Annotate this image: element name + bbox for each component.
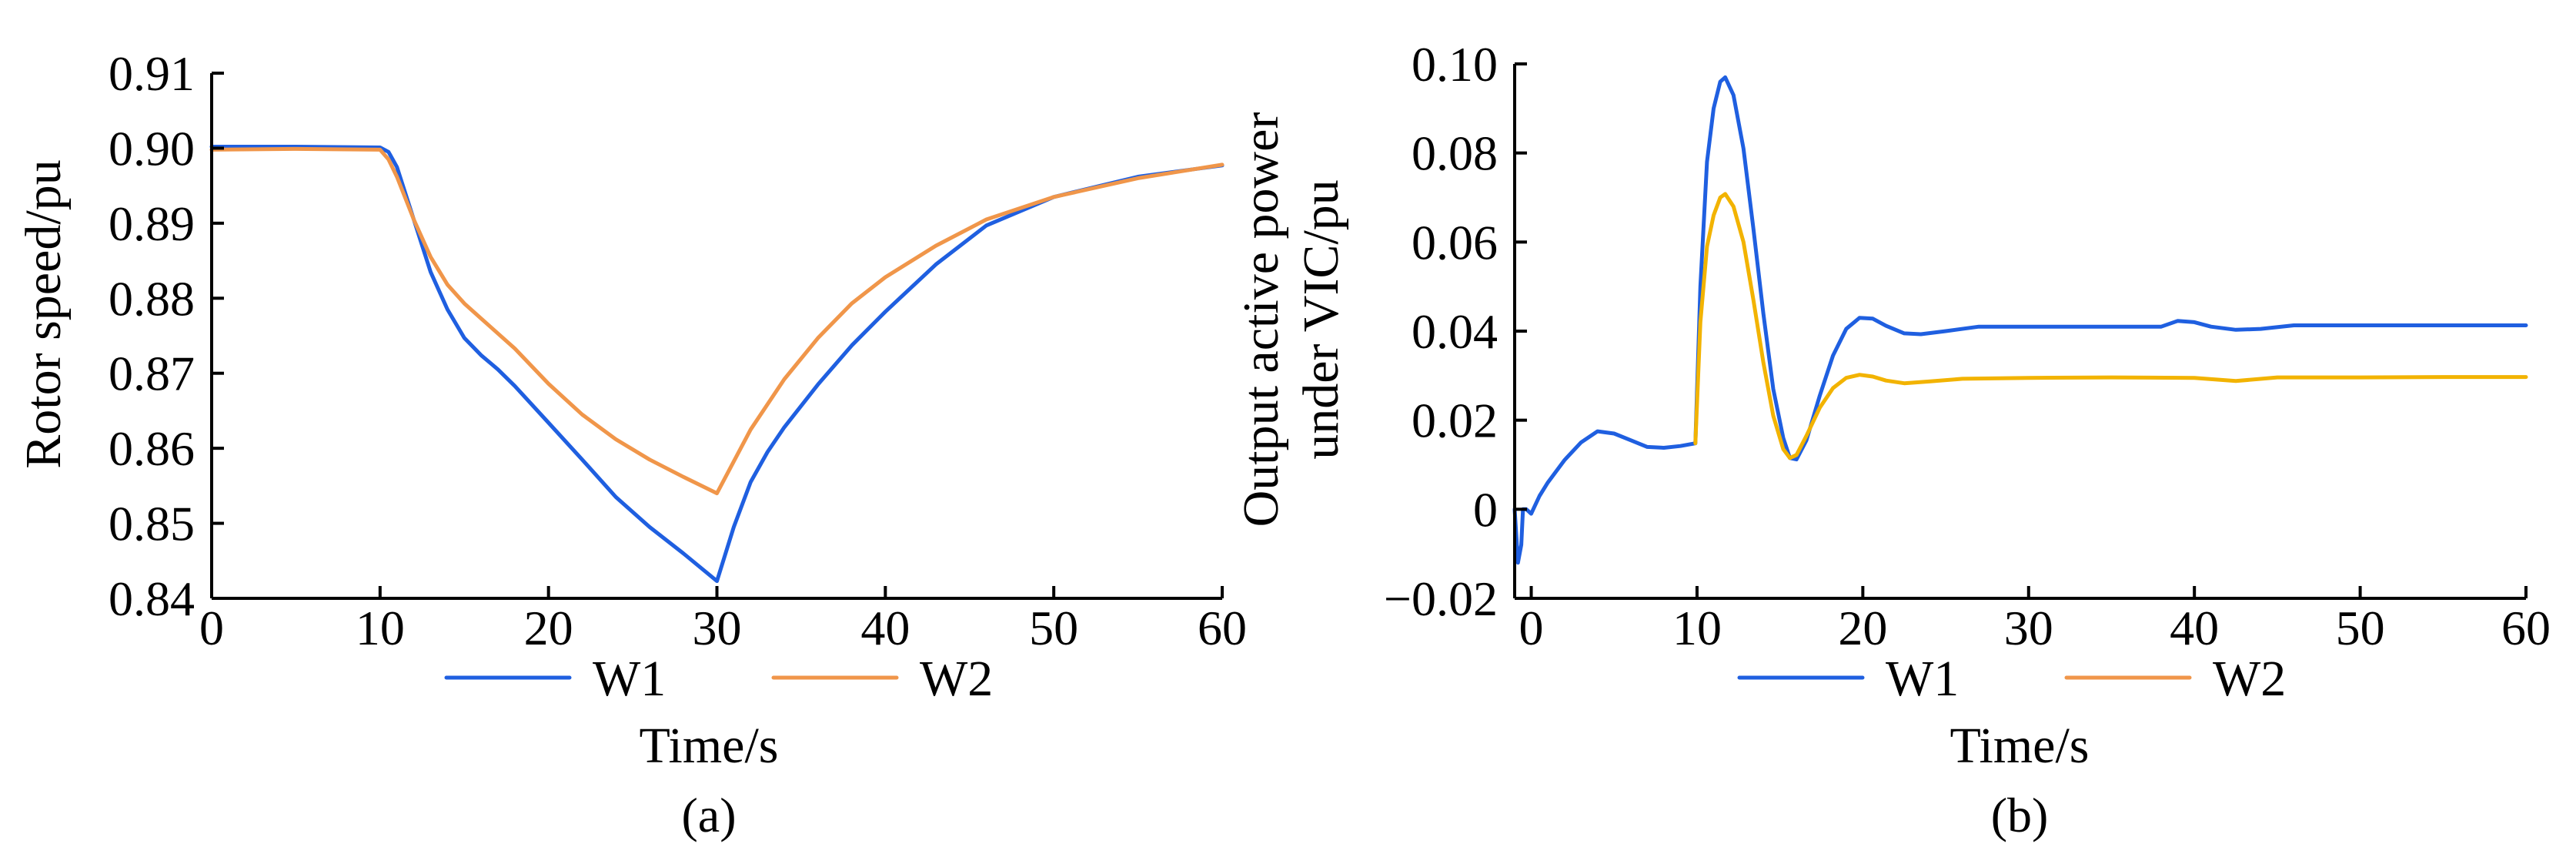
chart-b-legend-label-w2: W2 bbox=[2213, 651, 2286, 707]
chart-a-x-tick-label: 0 bbox=[199, 601, 224, 655]
chart-b-legend-label-w1: W1 bbox=[1886, 651, 1959, 707]
chart-a-legend-label-w2: W2 bbox=[920, 651, 993, 707]
chart-a-panel-label: (a) bbox=[681, 788, 736, 842]
chart-a-legend: W1 W2 bbox=[444, 651, 993, 707]
chart-b-x-tick-label: 10 bbox=[1672, 601, 1722, 655]
chart-b-y-tick-label: 0 bbox=[1473, 482, 1498, 537]
chart-b-series-w2-line bbox=[1693, 192, 2528, 460]
chart-a-x-tick-label: 10 bbox=[356, 601, 405, 655]
chart-a-x-axis-label: Time/s bbox=[640, 718, 779, 774]
chart-b-series-w1-line bbox=[1512, 75, 2528, 565]
chart-a-series-w2-line bbox=[209, 146, 1225, 496]
chart-a-y-tick-label: 0.91 bbox=[109, 46, 195, 101]
chart-a-y-tick-label: 0.84 bbox=[109, 571, 195, 626]
chart-b-x-tick-label: 60 bbox=[2501, 601, 2551, 655]
chart-b-x-tick-label: 30 bbox=[2004, 601, 2053, 655]
chart-a-x-tick-label: 50 bbox=[1029, 601, 1078, 655]
chart-a-x-tick-label: 40 bbox=[860, 601, 910, 655]
chart-b-x-axis-label: Time/s bbox=[1950, 718, 2090, 774]
chart-a: 0.84 0.85 0.86 0.87 0.88 0.89 0.90 0.91 0 10 20 30 4… bbox=[15, 46, 1247, 842]
chart-a-x-tick-label: 30 bbox=[693, 601, 742, 655]
chart-b-y-tick-label: 0.02 bbox=[1412, 393, 1498, 448]
chart-a-x-tick-label: 20 bbox=[524, 601, 573, 655]
chart-a-y-tick-label: 0.88 bbox=[109, 271, 195, 326]
chart-b-y-axis-label-line-2: under VIC/pu bbox=[1293, 179, 1349, 460]
chart-b-x-tick-label: 0 bbox=[1519, 601, 1544, 655]
chart-a-y-tick-label: 0.89 bbox=[109, 196, 195, 251]
chart-b-y-tick-label: 0.10 bbox=[1412, 37, 1498, 92]
chart-b-y-tick-label: 0.04 bbox=[1412, 304, 1498, 359]
chart-b-y-tick-label: −0.02 bbox=[1384, 571, 1498, 626]
chart-a-y-axis-label: Rotor speed/pu bbox=[15, 159, 72, 468]
chart-a-y-tick-label: 0.87 bbox=[109, 347, 195, 401]
chart-a-plot-area: 0.84 0.85 0.86 0.87 0.88 0.89 0.90 0.91 0 10 20 30 4… bbox=[109, 46, 1247, 655]
chart-a-y-tick-label: 0.85 bbox=[109, 497, 195, 551]
chart-a-legend-label-w1: W1 bbox=[593, 651, 666, 707]
chart-a-y-tick-label: 0.86 bbox=[109, 421, 195, 476]
chart-b-y-tick-label: 0.08 bbox=[1412, 126, 1498, 181]
chart-b-x-tick-label: 40 bbox=[2170, 601, 2219, 655]
chart-b-plot-area: −0.02 0 0.02 0.04 0.06 0.08 0.10 0 10 20 30 40 50 60 bbox=[1384, 37, 2551, 655]
chart-b-x-tick-label: 50 bbox=[2336, 601, 2385, 655]
chart-a-series-w1-line bbox=[209, 145, 1225, 584]
chart-a-y-tick-label: 0.90 bbox=[109, 121, 195, 176]
chart-b-y-axis-label-line-1: Output active power bbox=[1233, 112, 1289, 527]
chart-b-panel-label: (b) bbox=[1991, 788, 2049, 842]
chart-b-legend: W1 W2 bbox=[1737, 651, 2286, 707]
chart-b-y-tick-label: 0.06 bbox=[1412, 215, 1498, 270]
chart-a-x-tick-label: 60 bbox=[1198, 601, 1247, 655]
chart-b-x-tick-label: 20 bbox=[1838, 601, 1887, 655]
